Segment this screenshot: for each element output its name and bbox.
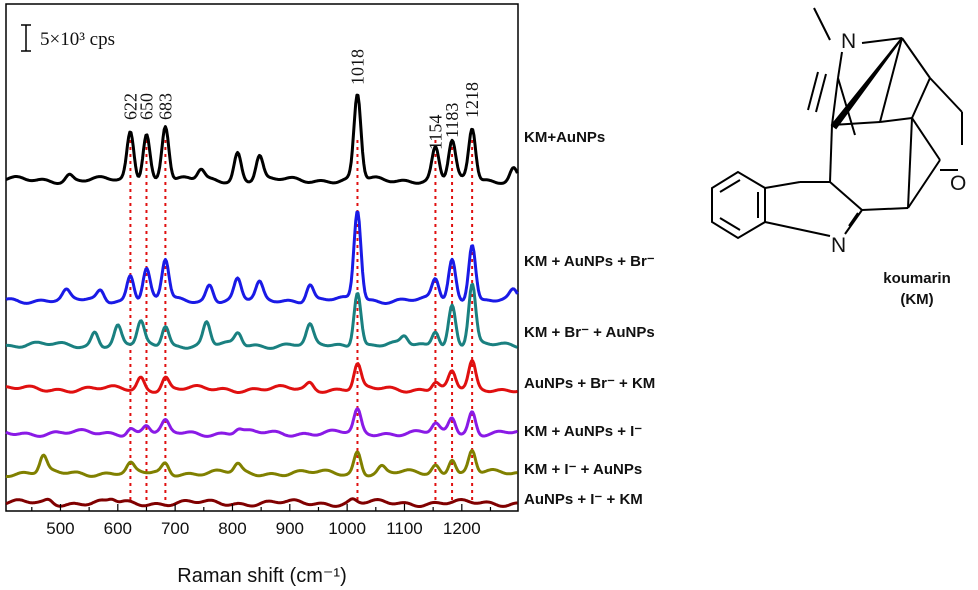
- peak-reference-lines: [129, 140, 474, 500]
- series-line: [5, 497, 518, 508]
- series-labels: KM+AuNPs KM + AuNPs + Br⁻ KM + Br⁻ + AuNPs…: [524, 129, 655, 508]
- series-line: [5, 359, 518, 394]
- atom-o-ether: O: [950, 172, 966, 195]
- molecule-abbr: (KM): [900, 291, 933, 308]
- scale-bar-label: 5×10³ cps: [40, 29, 115, 50]
- peak-label: 1218: [462, 82, 482, 118]
- series-line: [5, 93, 519, 185]
- atom-n-indole: N: [831, 234, 846, 257]
- x-tick-label: 1100: [386, 519, 423, 538]
- peak-label: 1183: [442, 103, 462, 138]
- peak-label: 650: [136, 93, 156, 120]
- x-axis-ticks: 500 600 700 800 900 1000 1100 1200: [31, 504, 492, 538]
- x-tick-label: 600: [104, 519, 132, 538]
- x-axis-title: Raman shift (cm⁻¹): [177, 565, 346, 587]
- molecule-name: koumarin: [883, 270, 951, 287]
- x-tick-label: 800: [218, 519, 246, 538]
- series-line: [5, 407, 518, 438]
- x-tick-label: 500: [46, 519, 74, 538]
- peak-label: 1018: [347, 49, 367, 85]
- atom-n-amine: N: [841, 30, 856, 53]
- peak-label: 683: [155, 93, 175, 120]
- plot-frame: [5, 3, 519, 512]
- x-tick-label: 700: [161, 519, 189, 538]
- series-label: AuNPs + I⁻ + KM: [524, 491, 643, 508]
- x-tick-label: 900: [276, 519, 304, 538]
- series-line: [5, 210, 519, 305]
- series-label: KM + Br⁻ + AuNPs: [524, 324, 655, 341]
- series-line: [5, 282, 518, 350]
- spectra-series: [5, 93, 519, 508]
- series-line: [5, 449, 518, 478]
- series-label: KM+AuNPs: [524, 129, 605, 146]
- koumarin-structure: [711, 7, 963, 240]
- peak-label: 1154: [425, 115, 445, 150]
- x-tick-label: 1200: [443, 519, 481, 538]
- series-label: AuNPs + Br⁻ + KM: [524, 375, 655, 392]
- scale-bar: 5×10³ cps: [21, 24, 115, 52]
- series-label: KM + AuNPs + Br⁻: [524, 253, 655, 270]
- x-tick-label: 1000: [328, 519, 366, 538]
- peak-label: 622: [120, 93, 140, 120]
- series-label: KM + I⁻ + AuNPs: [524, 461, 642, 478]
- series-label: KM + AuNPs + I⁻: [524, 423, 642, 440]
